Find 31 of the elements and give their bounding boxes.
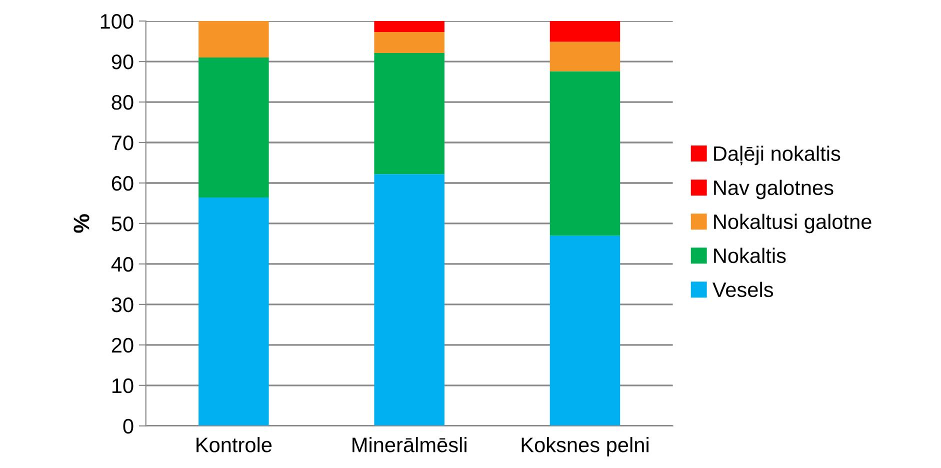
bar — [550, 21, 620, 42]
y-tick-label: 0 — [123, 418, 134, 434]
y-tick-label: 60 — [112, 176, 134, 191]
bar — [550, 236, 620, 426]
bar — [550, 71, 620, 236]
legend-label: Nokaltis — [714, 248, 786, 264]
bar — [198, 198, 269, 426]
bar — [374, 32, 444, 54]
y-tick-label: 80 — [112, 95, 134, 110]
bar — [550, 42, 620, 72]
legend-label: Nav galotnes — [714, 180, 834, 200]
bar — [198, 21, 269, 58]
bar — [198, 57, 269, 198]
y-tick-label: 30 — [112, 297, 134, 312]
y-tick-label: 50 — [112, 216, 134, 232]
legend-label: Vesels — [712, 282, 774, 298]
bar — [374, 53, 444, 174]
legend-label: Nokaltusi galotne — [714, 214, 872, 234]
legend-label: Daļēji nokaltis — [714, 146, 840, 166]
y-tick-label: 70 — [112, 136, 134, 150]
x-tick-label: Minerālmēsli — [352, 436, 466, 452]
bar — [374, 21, 444, 32]
y-tick-label: 90 — [112, 54, 134, 70]
y-tick-label: 20 — [112, 338, 134, 353]
bar — [374, 174, 444, 426]
y-tick-label: 100 — [100, 14, 134, 29]
y-tick-label: 40 — [111, 256, 134, 272]
y-axis-title: % — [74, 214, 90, 233]
x-tick-label: Koksnes pelni — [522, 436, 648, 456]
x-tick-label: Kontrole — [196, 436, 272, 452]
y-tick-label: 10 — [112, 378, 134, 394]
